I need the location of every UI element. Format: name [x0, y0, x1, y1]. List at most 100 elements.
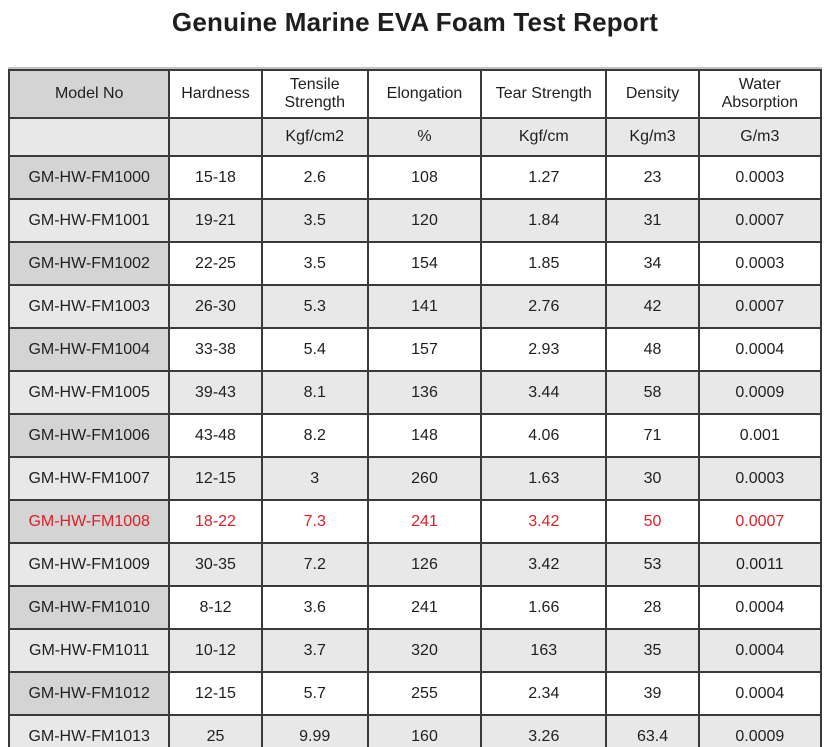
table-row: GM-HW-FM1000 15-18 2.6 108 1.27 23 0.0003 — [7, 155, 823, 200]
elongation-cell: 136 — [366, 370, 483, 415]
table-row: GM-HW-FM1009 30-35 7.2 126 3.42 53 0.0011 — [7, 542, 823, 587]
elongation-cell: 320 — [366, 628, 483, 673]
density-cell: 31 — [605, 198, 700, 243]
density-cell: 35 — [605, 628, 700, 673]
tensile-cell: 5.7 — [260, 671, 369, 716]
model-no-cell: GM-HW-FM1007 — [7, 456, 171, 501]
model-no-cell: GM-HW-FM1005 — [7, 370, 171, 415]
tensile-cell: 3 — [260, 456, 369, 501]
hardness-cell: 18-22 — [168, 499, 263, 544]
hardness-cell: 25 — [168, 714, 263, 747]
hardness-cell: 39-43 — [168, 370, 263, 415]
water-cell: 0.0003 — [697, 456, 823, 501]
unit-elongation: % — [366, 117, 483, 157]
water-cell: 0.0004 — [697, 327, 823, 372]
tensile-cell: 3.5 — [260, 198, 369, 243]
hardness-cell: 10-12 — [168, 628, 263, 673]
table-row: GM-HW-FM1011 10-12 3.7 320 163 35 0.0004 — [7, 628, 823, 673]
hardness-cell: 30-35 — [168, 542, 263, 587]
density-cell: 23 — [605, 155, 700, 200]
density-cell: 53 — [605, 542, 700, 587]
tensile-cell: 9.99 — [260, 714, 369, 747]
model-no-cell: GM-HW-FM1000 — [7, 155, 171, 200]
column-header-tensile-strength: Tensile Strength — [260, 69, 369, 119]
tensile-cell: 5.3 — [260, 284, 369, 329]
density-cell: 63.4 — [605, 714, 700, 747]
table-row: GM-HW-FM1010 8-12 3.6 241 1.66 28 0.0004 — [7, 585, 823, 630]
tensile-cell: 7.2 — [260, 542, 369, 587]
tear-cell: 2.76 — [480, 284, 608, 329]
water-cell: 0.0009 — [697, 370, 823, 415]
model-no-cell: GM-HW-FM1004 — [7, 327, 171, 372]
elongation-cell: 157 — [366, 327, 483, 372]
elongation-cell: 108 — [366, 155, 483, 200]
elongation-cell: 120 — [366, 198, 483, 243]
model-no-cell: GM-HW-FM1008 — [7, 499, 171, 544]
elongation-cell: 148 — [366, 413, 483, 458]
model-no-cell: GM-HW-FM1011 — [7, 628, 171, 673]
table-row: GM-HW-FM1001 19-21 3.5 120 1.84 31 0.0007 — [7, 198, 823, 243]
elongation-cell: 241 — [366, 585, 483, 630]
model-no-cell: GM-HW-FM1010 — [7, 585, 171, 630]
density-cell: 28 — [605, 585, 700, 630]
tensile-cell: 3.6 — [260, 585, 369, 630]
tear-cell: 3.42 — [480, 542, 608, 587]
model-no-cell: GM-HW-FM1012 — [7, 671, 171, 716]
hardness-cell: 15-18 — [168, 155, 263, 200]
unit-water-absorption: G/m3 — [697, 117, 823, 157]
model-no-cell: GM-HW-FM1002 — [7, 241, 171, 286]
elongation-cell: 154 — [366, 241, 483, 286]
hardness-cell: 22-25 — [168, 241, 263, 286]
model-no-cell: GM-HW-FM1003 — [7, 284, 171, 329]
hardness-cell: 43-48 — [168, 413, 263, 458]
density-cell: 34 — [605, 241, 700, 286]
tear-cell: 1.84 — [480, 198, 608, 243]
hardness-cell: 8-12 — [168, 585, 263, 630]
tensile-cell: 8.1 — [260, 370, 369, 415]
density-cell: 58 — [605, 370, 700, 415]
table-row: GM-HW-FM1008 18-22 7.3 241 3.42 50 0.0007 — [7, 499, 823, 544]
column-header-tear-strength: Tear Strength — [480, 69, 608, 119]
density-cell: 39 — [605, 671, 700, 716]
unit-model-no — [7, 117, 171, 157]
table-row: GM-HW-FM1007 12-15 3 260 1.63 30 0.0003 — [7, 456, 823, 501]
tear-cell: 3.42 — [480, 499, 608, 544]
tear-cell: 1.85 — [480, 241, 608, 286]
water-cell: 0.0007 — [697, 284, 823, 329]
elongation-cell: 126 — [366, 542, 483, 587]
density-cell: 48 — [605, 327, 700, 372]
elongation-cell: 141 — [366, 284, 483, 329]
report-table-wrapper: Model No Hardness Tensile Strength Elong… — [7, 67, 823, 747]
model-no-cell: GM-HW-FM1006 — [7, 413, 171, 458]
table-row: GM-HW-FM1002 22-25 3.5 154 1.85 34 0.0003 — [7, 241, 823, 286]
column-header-water-absorption: Water Absorption — [697, 69, 823, 119]
tensile-cell: 3.7 — [260, 628, 369, 673]
table-row: GM-HW-FM1005 39-43 8.1 136 3.44 58 0.0009 — [7, 370, 823, 415]
column-header-model-no: Model No — [7, 69, 171, 119]
tear-cell: 4.06 — [480, 413, 608, 458]
hardness-cell: 12-15 — [168, 456, 263, 501]
elongation-cell: 241 — [366, 499, 483, 544]
water-cell: 0.0007 — [697, 198, 823, 243]
hardness-cell: 19-21 — [168, 198, 263, 243]
density-cell: 42 — [605, 284, 700, 329]
tear-cell: 2.93 — [480, 327, 608, 372]
hardness-cell: 26-30 — [168, 284, 263, 329]
hardness-cell: 33-38 — [168, 327, 263, 372]
table-row: GM-HW-FM1013 25 9.99 160 3.26 63.4 0.0009 — [7, 714, 823, 747]
elongation-cell: 255 — [366, 671, 483, 716]
unit-density: Kg/m3 — [605, 117, 700, 157]
elongation-cell: 160 — [366, 714, 483, 747]
water-cell: 0.0004 — [697, 628, 823, 673]
elongation-cell: 260 — [366, 456, 483, 501]
table-body: GM-HW-FM1000 15-18 2.6 108 1.27 23 0.0003 GM-HW… — [7, 155, 823, 747]
tear-cell: 1.27 — [480, 155, 608, 200]
tear-cell: 1.66 — [480, 585, 608, 630]
water-cell: 0.0004 — [697, 585, 823, 630]
model-no-cell: GM-HW-FM1001 — [7, 198, 171, 243]
table-row: GM-HW-FM1003 26-30 5.3 141 2.76 42 0.0007 — [7, 284, 823, 329]
density-cell: 50 — [605, 499, 700, 544]
tear-cell: 163 — [480, 628, 608, 673]
tensile-cell: 7.3 — [260, 499, 369, 544]
